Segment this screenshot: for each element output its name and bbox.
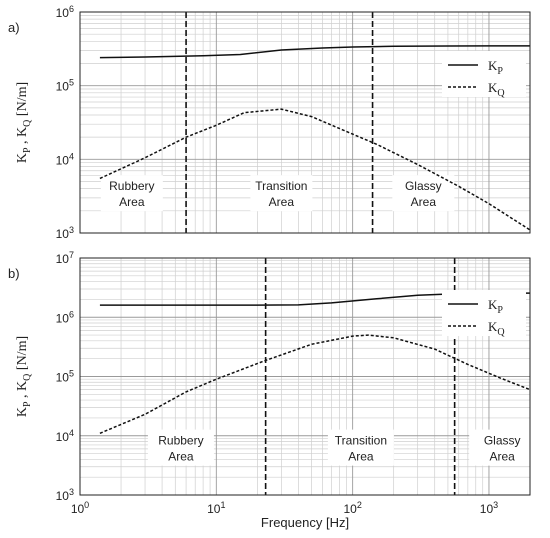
region-label-line1: Transition [255, 179, 307, 193]
y-tick-label: 106 [56, 309, 74, 325]
legend-background [442, 290, 526, 336]
region-label-line1: Transition [335, 434, 387, 448]
x-tick-label: 102 [343, 500, 361, 516]
legend-entry-kq: KQ [488, 319, 505, 338]
region-label-line2: Area [269, 195, 295, 209]
region-label-line1: Rubbery [158, 434, 203, 448]
region-label-background [469, 429, 536, 466]
y-tick-label: 105 [56, 369, 74, 385]
y-tick-label: 103 [56, 487, 74, 503]
y-tick-label: 103 [56, 225, 74, 241]
region-label-background [250, 175, 313, 212]
series-line-kp [99, 45, 530, 59]
region-label-line1: Glassy [405, 179, 442, 193]
y-axis-label: KP , KQ [N/m] [15, 82, 33, 163]
legend-entry-kp: KP [488, 297, 503, 316]
y-tick-label: 106 [56, 4, 74, 20]
panel-label: b) [8, 266, 20, 281]
region-label-line1: Rubbery [109, 179, 154, 193]
region-label-background [392, 175, 455, 212]
x-axis-label: Frequency [Hz] [261, 515, 349, 530]
region-label-background [327, 429, 394, 466]
x-tick-label: 100 [71, 500, 89, 516]
y-tick-label: 105 [56, 78, 74, 94]
legend-entry-kp: KP [488, 58, 503, 77]
region-label-line2: Area [168, 450, 194, 464]
axes-frame [79, 257, 531, 496]
x-tick-label: 103 [480, 500, 498, 516]
series-line-kq [99, 334, 531, 434]
region-label-line2: Area [411, 195, 437, 209]
legend-entry-kq: KQ [488, 80, 505, 99]
region-label-line2: Area [348, 450, 374, 464]
y-tick-label: 107 [56, 250, 74, 266]
region-label-line2: Area [489, 450, 515, 464]
panel-b: Rubbery Area Transition Area Glassy Area KP KQ 1… [8, 250, 536, 516]
series-line-kq [99, 108, 531, 231]
panel-label: a) [8, 20, 20, 35]
axes-frame [79, 11, 531, 234]
panel-a: Rubbery Area Transition Area Glassy Area KP KQ 1… [8, 4, 531, 241]
region-label-line2: Area [119, 195, 145, 209]
y-axis-label: KP , KQ [N/m] [15, 336, 33, 417]
x-tick-label: 101 [207, 500, 225, 516]
y-tick-label: 104 [56, 151, 74, 167]
y-tick-label: 104 [56, 428, 74, 444]
region-label-background [147, 429, 214, 466]
region-label-background [100, 175, 163, 212]
legend-background [442, 51, 526, 97]
region-label-line1: Glassy [484, 434, 521, 448]
